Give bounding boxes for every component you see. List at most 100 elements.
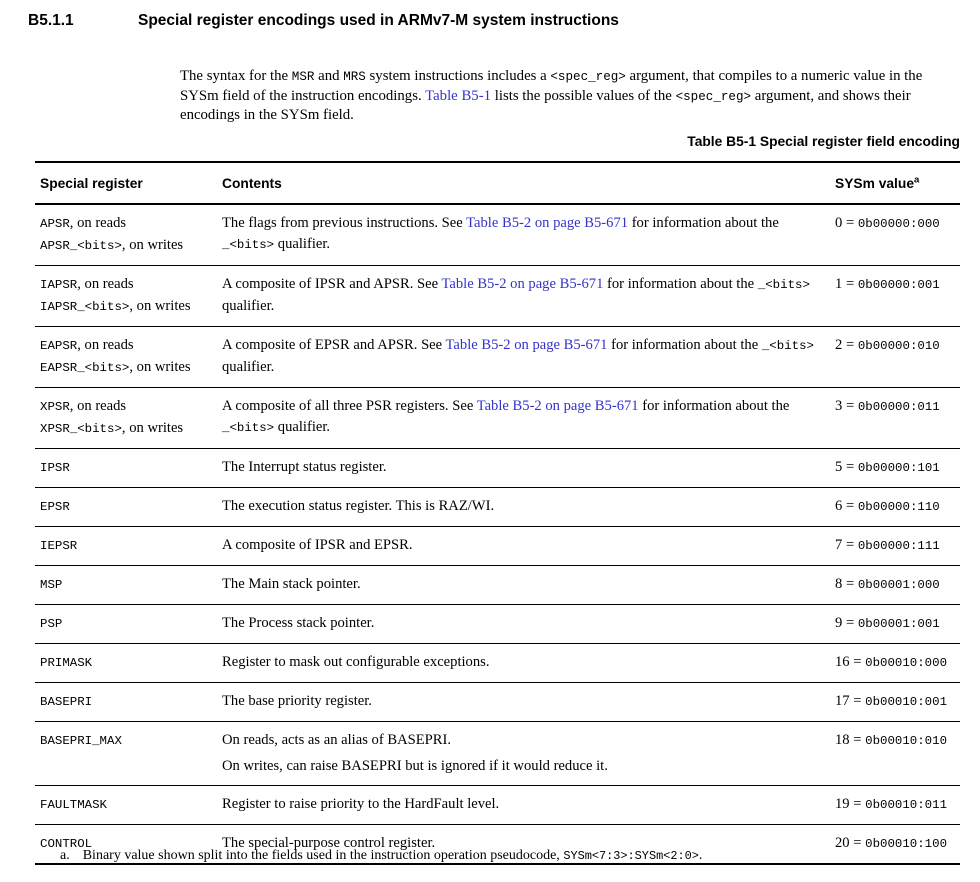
contents-paragraph: On writes, can raise BASEPRI but is igno… — [222, 756, 825, 777]
cell-contents: The execution status register. This is R… — [222, 487, 835, 527]
body-text: 8 = — [835, 576, 858, 592]
cell-sysm-value: 8 = 0b00001:000 — [835, 565, 960, 605]
register-name-line: XPSR, on reads — [40, 396, 212, 418]
register-name-line: BASEPRI_MAX — [40, 730, 212, 752]
body-text: 0 = — [835, 215, 858, 231]
register-name-line: APSR_<bits>, on writes — [40, 235, 212, 257]
contents-paragraph: A composite of EPSR and APSR. See Table … — [222, 335, 825, 378]
register-name-line: EAPSR_<bits>, on writes — [40, 357, 212, 379]
cell-special-register: BASEPRI_MAX — [35, 721, 222, 786]
body-text: 9 = — [835, 615, 858, 631]
code-text: EPSR — [40, 500, 70, 514]
body-text: A composite of IPSR and EPSR. — [222, 537, 413, 553]
code-text: 0b00000:101 — [857, 461, 940, 475]
cross-reference-link[interactable]: Table B5-2 on page B5-671 — [441, 276, 604, 292]
body-text: , on reads — [69, 215, 127, 231]
cell-contents: A composite of EPSR and APSR. See Table … — [222, 326, 835, 388]
body-text: 6 = — [835, 498, 858, 514]
body-text: qualifier. — [274, 419, 331, 435]
cell-sysm-value: 2 = 0b00000:010 — [835, 326, 960, 388]
table-row: IAPSR, on reads IAPSR_<bits>, on writes A … — [35, 265, 960, 327]
cell-special-register: BASEPRI — [35, 682, 222, 722]
body-text: Binary value shown split into the fields… — [82, 848, 564, 863]
code-text: 0b00010:010 — [865, 734, 948, 748]
cell-contents: The special-purpose control register. — [222, 825, 835, 865]
body-text: , on reads — [77, 276, 134, 292]
register-name-line: XPSR_<bits>, on writes — [40, 418, 212, 440]
register-name-line: FAULTMASK — [40, 794, 212, 816]
body-text: , on writes — [121, 237, 184, 253]
code-text: 0b00010:000 — [865, 656, 948, 670]
code-text: 0b00010:100 — [865, 837, 948, 851]
cell-special-register: XPSR, on reads XPSR_<bits>, on writes — [35, 387, 222, 449]
cell-sysm-value: 9 = 0b00001:001 — [835, 604, 960, 644]
code-text: APSR_<bits> — [40, 239, 122, 253]
body-text: 2 = — [835, 337, 858, 353]
table-row: CONTROL The special-purpose control regis… — [35, 825, 960, 865]
cell-sysm-value: 0 = 0b00000:000 — [835, 204, 960, 266]
body-text: argument, and shows their encodings in t… — [180, 87, 911, 124]
register-name-line: BASEPRI — [40, 691, 212, 713]
cell-sysm-value: 17 = 0b00010:001 — [835, 682, 960, 722]
table-row: APSR, on reads APSR_<bits>, on writes The … — [35, 204, 960, 266]
code-text: 0b00000:001 — [857, 278, 940, 292]
table-row: XPSR, on reads XPSR_<bits>, on writes A co… — [35, 387, 960, 449]
cross-reference-link[interactable]: Table B5-2 on page B5-671 — [476, 398, 639, 414]
cross-reference-link[interactable]: Table B5-2 on page B5-671 — [466, 215, 629, 231]
body-text: A composite of all three PSR registers. … — [222, 398, 477, 414]
code-text: <spec_reg> — [675, 89, 752, 104]
body-text: , on reads — [69, 398, 127, 414]
cell-sysm-value: 20 = 0b00010:100 — [835, 825, 960, 865]
body-text: The syntax for the — [180, 67, 292, 84]
table-footnote: a. Binary value shown split into the fiel… — [60, 847, 960, 865]
body-text: , on reads — [77, 337, 134, 353]
code-text: IPSR — [40, 461, 70, 475]
code-text: 0b00010:001 — [865, 695, 948, 709]
code-text: APSR — [40, 217, 70, 231]
body-text: Register to mask out configurable except… — [222, 654, 490, 670]
code-text: 0b00000:110 — [857, 500, 940, 514]
body-text: , on writes — [121, 420, 184, 436]
contents-paragraph: Register to mask out configurable except… — [222, 652, 825, 673]
body-text: The flags from previous instructions. Se… — [222, 215, 467, 231]
table-row: EAPSR, on reads EAPSR_<bits>, on writes A … — [35, 326, 960, 388]
cell-sysm-value: 19 = 0b00010:011 — [835, 785, 960, 825]
contents-paragraph: A composite of IPSR and EPSR. — [222, 535, 825, 556]
body-text: 5 = — [835, 459, 858, 475]
contents-paragraph: The Main stack pointer. — [222, 574, 825, 595]
footnote-marker-link[interactable]: a — [914, 174, 920, 186]
table-row: FAULTMASK Register to raise priority to t… — [35, 785, 960, 825]
code-text: FAULTMASK — [40, 798, 108, 812]
body-text: On writes, can raise BASEPRI but is igno… — [222, 758, 608, 774]
body-text: for information about the — [607, 337, 762, 353]
table-row: PSP The Process stack pointer. 9 = 0b00001… — [35, 604, 960, 644]
code-text: 0b00010:011 — [865, 798, 948, 812]
table-row: IEPSR A composite of IPSR and EPSR. 7 = 0b… — [35, 526, 960, 566]
contents-paragraph: The special-purpose control register. — [222, 833, 825, 854]
cross-reference-link[interactable]: Table B5-2 on page B5-671 — [445, 337, 608, 353]
table-row: EPSR The execution status register. This … — [35, 487, 960, 527]
body-text: A composite of EPSR and APSR. See — [222, 337, 446, 353]
special-register-table: Special register Contents SYSm valuea AP… — [35, 161, 960, 865]
section-title: Special register encodings used in ARMv7… — [138, 12, 619, 29]
cross-reference-link[interactable]: Table B5-1 — [425, 87, 492, 104]
code-text: IEPSR — [40, 539, 78, 553]
cell-contents: The flags from previous instructions. Se… — [222, 204, 835, 266]
cell-special-register: CONTROL — [35, 825, 222, 865]
code-text: XPSR — [40, 400, 70, 414]
cell-special-register: EPSR — [35, 487, 222, 527]
code-text: 0b00001:001 — [857, 617, 940, 631]
cell-sysm-value: 5 = 0b00000:101 — [835, 448, 960, 488]
cell-sysm-value: 16 = 0b00010:000 — [835, 643, 960, 683]
table-row: MSP The Main stack pointer. 8 = 0b00001:00… — [35, 565, 960, 605]
body-text: for information about the — [638, 398, 790, 414]
cell-special-register: FAULTMASK — [35, 785, 222, 825]
body-text: On reads, acts as an alias of BASEPRI. — [222, 732, 451, 748]
body-text: 18 = — [835, 732, 866, 748]
cell-sysm-value: 7 = 0b00000:111 — [835, 526, 960, 566]
cell-special-register: MSP — [35, 565, 222, 605]
cell-contents: The Interrupt status register. — [222, 448, 835, 488]
cell-contents: The base priority register. — [222, 682, 835, 722]
code-text: XPSR_<bits> — [40, 422, 122, 436]
body-text: 19 = — [835, 796, 866, 812]
